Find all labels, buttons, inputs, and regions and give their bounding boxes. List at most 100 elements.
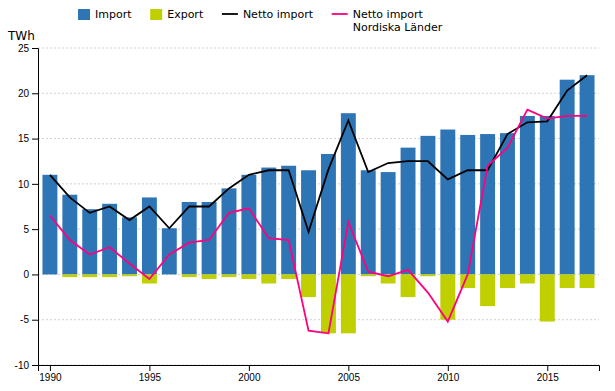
- bar: [281, 274, 296, 279]
- legend-label: Export: [167, 8, 204, 21]
- legend-item: Export: [150, 8, 204, 21]
- bar: [401, 148, 416, 275]
- bar: [401, 274, 416, 297]
- bar: [440, 130, 455, 275]
- tick-label: 25: [18, 43, 30, 54]
- bar: [62, 274, 77, 277]
- y-axis-label: TWh: [7, 29, 35, 43]
- bar: [82, 274, 97, 277]
- tick-label: 20: [18, 88, 30, 99]
- chart: 1990 1995 2000 2005 2010 2015 -10 -5 0 5 10 15 20 25T…: [0, 0, 615, 391]
- tick-mark: [32, 184, 38, 185]
- bar: [520, 116, 535, 275]
- legend-swatch: [332, 13, 348, 15]
- bar: [580, 75, 595, 274]
- bar: [341, 274, 356, 333]
- line: [50, 110, 587, 334]
- legend-item: Netto import: [222, 8, 314, 21]
- tick: 1990: [39, 365, 62, 383]
- bar: [540, 116, 555, 275]
- bar: [162, 274, 177, 275]
- bar: [241, 175, 256, 275]
- bar: [182, 274, 197, 277]
- tick-label: 15: [18, 133, 30, 144]
- bar: [420, 274, 435, 276]
- tick-mark: [32, 139, 38, 140]
- bar: [82, 209, 97, 274]
- bar: [381, 172, 396, 274]
- bar: [580, 274, 595, 288]
- bar: [520, 274, 535, 283]
- bar: [361, 274, 376, 276]
- tick: 2015: [537, 365, 560, 383]
- bar: [500, 274, 515, 288]
- bar: [122, 217, 137, 274]
- tick-mark: [348, 365, 349, 371]
- axis-line: [32, 49, 39, 366]
- tick-label: 2010: [437, 372, 460, 383]
- tick-mark: [32, 229, 38, 230]
- tick: 2000: [238, 365, 261, 383]
- bar-series: [62, 274, 594, 333]
- tick-label: 2015: [537, 372, 560, 383]
- tick-label: 2005: [338, 372, 361, 383]
- legend-item: Import: [78, 8, 132, 21]
- tick: 20: [18, 88, 38, 99]
- bar: [480, 134, 495, 274]
- legend-swatch: [150, 9, 162, 20]
- bar: [202, 274, 217, 279]
- tick-mark: [50, 365, 51, 371]
- tick-label: -10: [15, 360, 30, 371]
- bar: [281, 166, 296, 275]
- tick-mark: [32, 320, 38, 321]
- tick-label: -5: [20, 314, 29, 325]
- bar: [261, 168, 276, 275]
- tick: 25: [18, 43, 38, 54]
- legend-swatch: [222, 13, 238, 15]
- tick: 10: [18, 179, 38, 190]
- bar: [560, 80, 575, 275]
- bar: [42, 175, 57, 275]
- marks: [42, 75, 594, 333]
- tick-mark: [32, 93, 38, 94]
- tick: 5: [23, 224, 38, 235]
- legend-label: Netto import: [243, 8, 314, 21]
- tick-mark: [149, 365, 150, 371]
- bar: [261, 274, 276, 283]
- grid: [38, 48, 599, 365]
- bar: [460, 135, 475, 274]
- bar: [480, 274, 495, 306]
- tick-mark: [249, 365, 250, 371]
- legend-swatch: [78, 9, 90, 20]
- bar: [540, 274, 555, 321]
- tick: 2005: [338, 365, 361, 383]
- tick-label: 1990: [39, 372, 62, 383]
- grid-line: [38, 319, 599, 320]
- tick-label: 2000: [238, 372, 261, 383]
- tick: 0: [23, 269, 38, 280]
- line: [50, 75, 587, 232]
- bar: [42, 274, 57, 275]
- tick: -5: [20, 314, 38, 325]
- tick: -10: [15, 360, 38, 371]
- bar: [301, 274, 316, 297]
- bar: [102, 204, 117, 275]
- tick: 2010: [437, 365, 460, 383]
- bar: [500, 133, 515, 274]
- bar: [301, 170, 316, 274]
- grid-line: [38, 48, 599, 49]
- tick-label: 0: [23, 269, 29, 280]
- bar: [560, 274, 575, 288]
- bar: [241, 274, 256, 279]
- bar: [202, 202, 217, 274]
- tick: 15: [18, 133, 38, 144]
- tick-label: 10: [18, 179, 30, 190]
- bar: [102, 274, 117, 277]
- tick-mark: [32, 274, 38, 275]
- grid-line: [38, 93, 599, 94]
- legend-label: Import: [95, 8, 132, 21]
- bar: [122, 274, 137, 276]
- x-axis: 1990 1995 2000 2005 2010 2015: [39, 365, 600, 383]
- tick-label: 1995: [139, 372, 162, 383]
- tick-mark: [32, 48, 38, 49]
